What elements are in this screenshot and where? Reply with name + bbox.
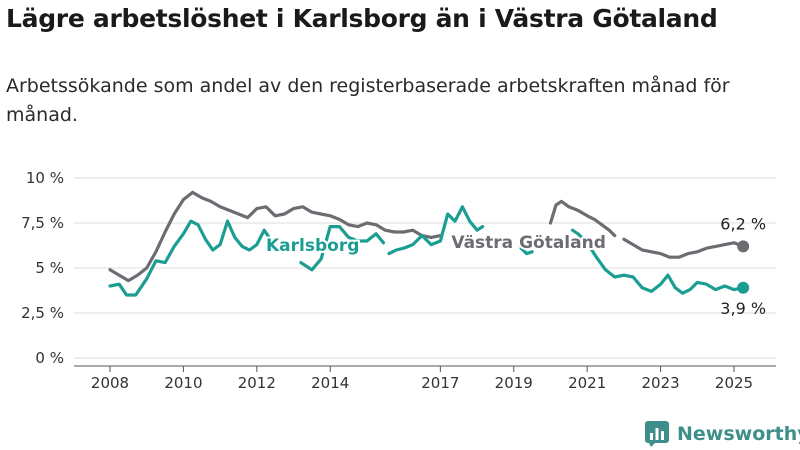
x-tick-label: 2017 bbox=[421, 374, 459, 392]
end-value-label-karlsborg: 3,9 % bbox=[720, 299, 766, 318]
chart-subtitle: Arbetssökande som andel av den registerb… bbox=[6, 75, 730, 126]
series-line-vastra-gotaland-0 bbox=[108, 190, 442, 283]
y-tick-label: 7,5 % bbox=[21, 214, 64, 232]
series-line-karlsborg-0 bbox=[108, 219, 281, 297]
end-value-label-vastra-gotaland: 6,2 % bbox=[720, 214, 766, 233]
end-point-karlsborg bbox=[737, 281, 750, 294]
series-labels: 6,2 % Västra Götaland 3,9 % Karlsborg bbox=[264, 214, 766, 318]
series-label-vastra-gotaland: Västra Götaland bbox=[451, 233, 606, 253]
y-tick-label: 0 % bbox=[35, 349, 64, 367]
x-tick-label: 2008 bbox=[91, 374, 129, 392]
y-tick-label: 5 % bbox=[35, 259, 64, 277]
brand-name: Newsworthy bbox=[677, 423, 800, 445]
series-line-vastra-gotaland-1 bbox=[548, 199, 617, 238]
series-lines bbox=[108, 190, 750, 297]
series-line-karlsborg-2 bbox=[387, 205, 485, 256]
x-tick-label: 2014 bbox=[311, 374, 349, 392]
newsworthy-logo[interactable]: Newsworthy bbox=[645, 421, 800, 447]
series-label-karlsborg: Karlsborg bbox=[266, 236, 359, 256]
x-tick-label: 2023 bbox=[641, 374, 679, 392]
x-axis: 2008 2010 2012 2014 2017 2019 2021 2023 2025 bbox=[74, 365, 776, 392]
x-tick-label: 2010 bbox=[164, 374, 202, 392]
grid-lines bbox=[74, 177, 776, 359]
series-line-vastra-gotaland-2 bbox=[622, 237, 745, 259]
bar-chart-logo-icon bbox=[645, 421, 669, 447]
chart-title: Lägre arbetslöshet i Karlsborg än i Väst… bbox=[6, 4, 718, 33]
series-line-karlsborg-4 bbox=[570, 228, 745, 295]
series-line-karlsborg-3 bbox=[519, 246, 534, 256]
x-tick-label: 2019 bbox=[495, 374, 533, 392]
y-tick-label: 10 % bbox=[26, 169, 64, 187]
x-tick-label: 2025 bbox=[715, 374, 753, 392]
x-tick-label: 2012 bbox=[238, 374, 276, 392]
y-axis-ticks: 0 % 2,5 % 5 % 7,5 % 10 % bbox=[21, 169, 64, 367]
y-tick-label: 2,5 % bbox=[21, 304, 64, 322]
x-tick-label: 2021 bbox=[568, 374, 606, 392]
series-line-karlsborg-1 bbox=[299, 225, 386, 272]
end-point-vastra-gotaland bbox=[737, 240, 750, 253]
